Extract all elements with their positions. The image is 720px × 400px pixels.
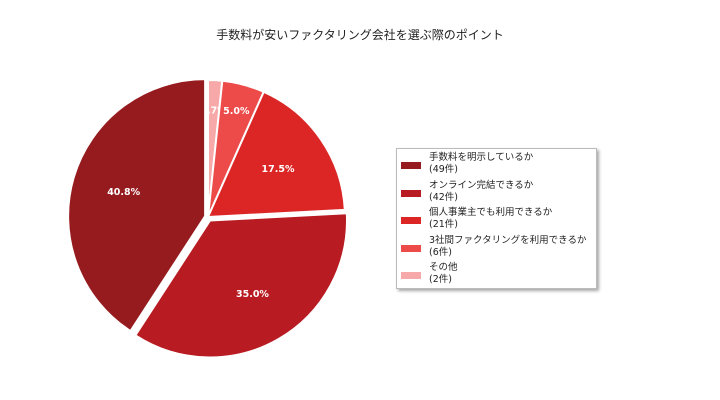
legend-swatch bbox=[401, 217, 421, 224]
legend-item: その他 (2件) bbox=[397, 262, 596, 290]
legend-item: 個人事業主でも利用できるか (21件) bbox=[397, 207, 596, 235]
legend-swatch bbox=[401, 162, 421, 169]
pie-slice bbox=[134, 212, 348, 359]
legend-item: 3社間ファクタリングを利用できるか (6件) bbox=[397, 235, 596, 263]
legend-swatch bbox=[401, 272, 421, 279]
legend-label: その他 (2件) bbox=[429, 262, 458, 285]
legend-item: 手数料を明示しているか (49件) bbox=[397, 152, 596, 180]
legend-label: 個人事業主でも利用できるか (21件) bbox=[429, 207, 553, 230]
slice-percentage-label: 5.0% bbox=[223, 106, 250, 117]
slice-percentage-label: 35.0% bbox=[236, 289, 269, 300]
pie-slice bbox=[206, 90, 346, 219]
slice-percentage-label: 17.5% bbox=[262, 164, 295, 175]
slice-percentage-label: 40.8% bbox=[107, 187, 140, 198]
legend-label: オンライン完結できるか (42件) bbox=[429, 179, 534, 203]
slice-percentage-label: 1.7% bbox=[200, 105, 227, 116]
chart-title: 手数料が安いファクタリング会社を選ぶ際のポイント bbox=[216, 28, 504, 42]
legend-item: オンライン完結できるか (42件) bbox=[397, 180, 596, 208]
legend-label: 3社間ファクタリングを利用できるか (6件) bbox=[429, 234, 587, 258]
pie-slice bbox=[67, 78, 207, 333]
legend-swatch bbox=[401, 189, 421, 197]
legend-label: 手数料を明示しているか (49件) bbox=[429, 152, 534, 175]
legend-swatch bbox=[401, 244, 421, 252]
legend: 手数料を明示しているか (49件) オンライン完結できるか (42件) 個人事業主でも利… bbox=[396, 148, 597, 289]
